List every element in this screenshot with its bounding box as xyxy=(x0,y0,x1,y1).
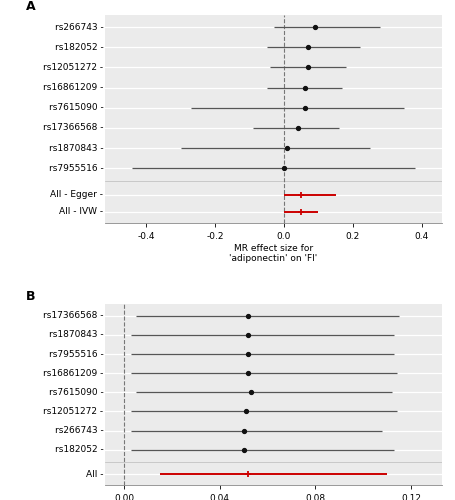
Text: A: A xyxy=(25,0,35,13)
Text: B: B xyxy=(25,290,35,302)
X-axis label: MR effect size for
'adiponectin' on 'FI': MR effect size for 'adiponectin' on 'FI' xyxy=(229,244,317,263)
